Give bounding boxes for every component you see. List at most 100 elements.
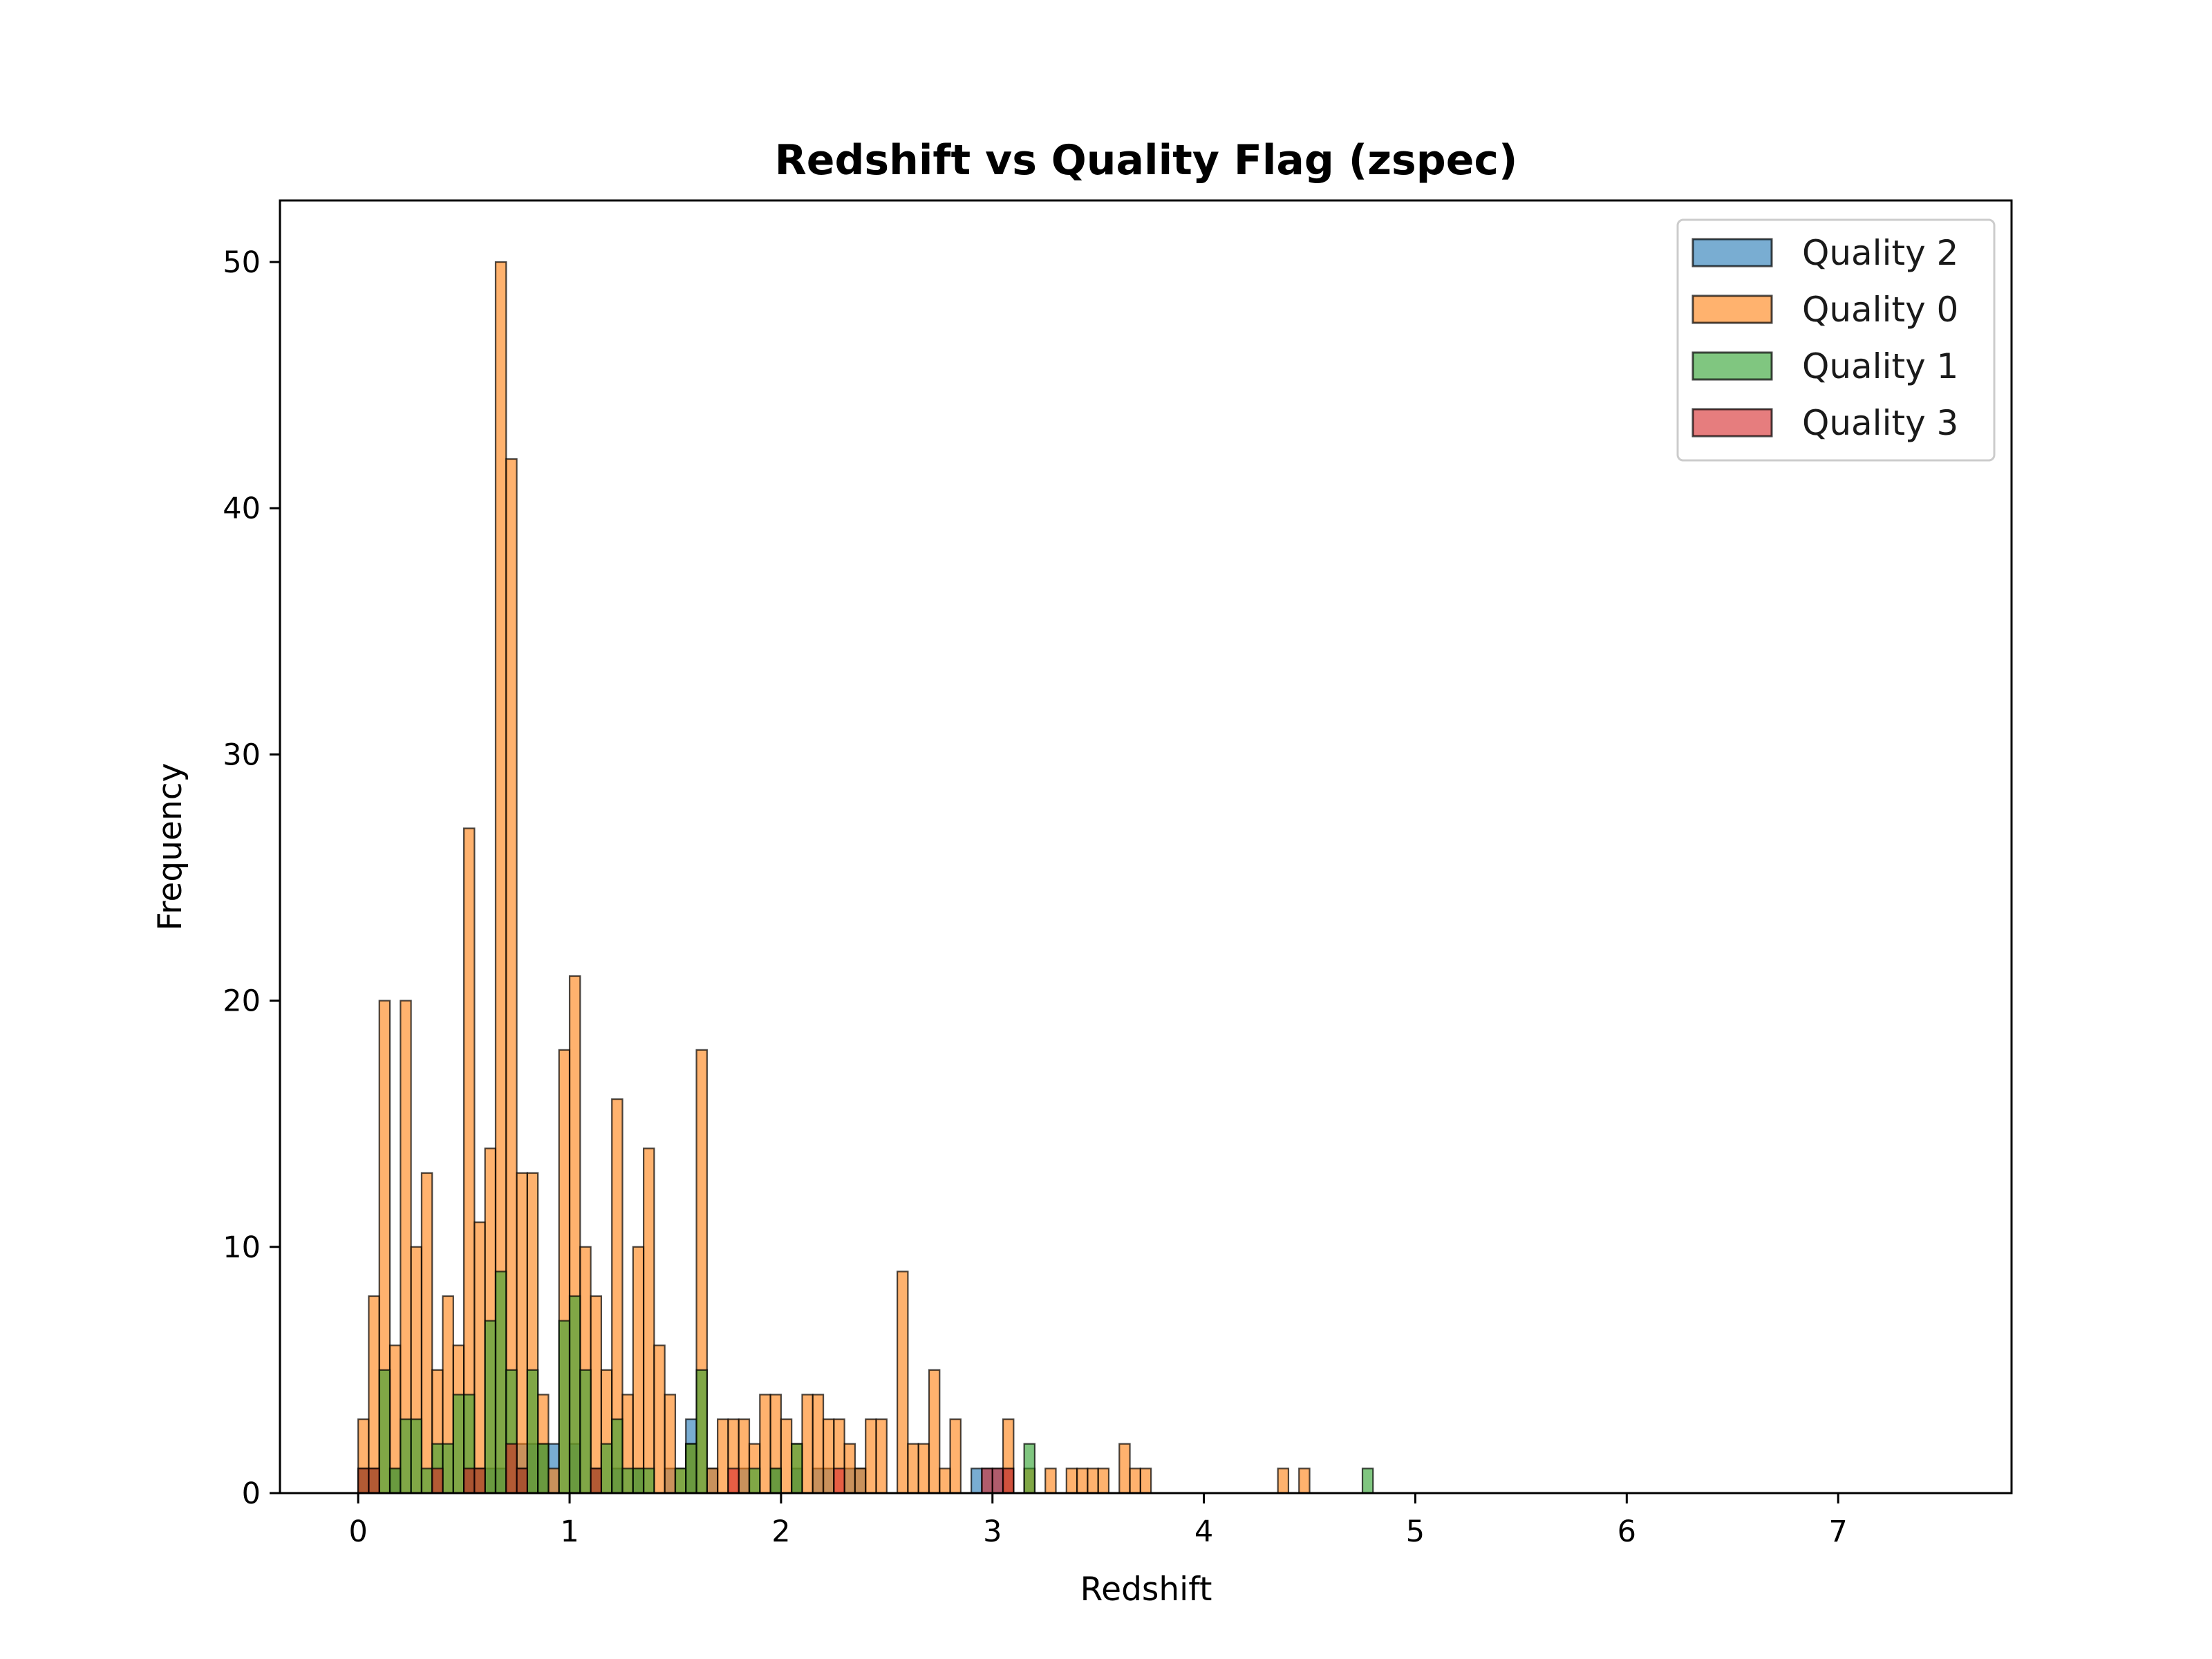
x-axis-label: Redshift [1080, 1571, 1212, 1609]
histogram-bar [875, 1418, 888, 1494]
x-tick-label: 4 [1194, 1515, 1213, 1549]
histogram-bar [611, 1418, 624, 1494]
histogram-bar [537, 1443, 550, 1494]
legend-item: Quality 1 [1691, 346, 1958, 386]
histogram-bar [505, 458, 518, 1494]
histogram-bar [833, 1468, 845, 1494]
y-axis-label: Frequency [151, 763, 189, 931]
histogram-bar [494, 1271, 507, 1494]
histogram-bar [505, 1443, 518, 1494]
histogram-bar [1097, 1468, 1110, 1494]
histogram-bar [590, 1295, 603, 1494]
histogram-bar [653, 1344, 666, 1494]
histogram-bar [452, 1394, 465, 1494]
histogram-bar [1129, 1468, 1141, 1494]
histogram-bar [928, 1369, 941, 1494]
histogram-bar [971, 1468, 983, 1494]
histogram-bar [780, 1418, 793, 1494]
plot-frame [279, 199, 2013, 1494]
histogram-bar [420, 1172, 433, 1494]
histogram-bar [388, 1468, 402, 1494]
histogram-bar [717, 1418, 729, 1494]
histogram-bar [642, 1147, 655, 1494]
histogram-bar [664, 1394, 677, 1494]
legend-label: Quality 1 [1802, 346, 1958, 386]
histogram-bar [632, 1468, 645, 1494]
legend-swatch [1691, 351, 1773, 381]
histogram-bar [431, 1468, 444, 1494]
legend-swatch [1691, 408, 1773, 438]
histogram-bar [484, 1320, 497, 1494]
histogram-bar [368, 1468, 380, 1494]
histogram-bar [939, 1468, 951, 1494]
histogram-bar [568, 1295, 581, 1494]
histogram-bar [1023, 1443, 1036, 1494]
histogram-bar [822, 1418, 835, 1494]
histogram-bar [590, 1468, 603, 1494]
histogram-bar [917, 1443, 930, 1494]
y-tick-label: 50 [223, 245, 261, 280]
histogram-bar [812, 1394, 825, 1494]
histogram-bar [462, 1468, 476, 1494]
histogram-bar [674, 1468, 687, 1494]
histogram-bar [1076, 1468, 1089, 1494]
legend-item: Quality 3 [1691, 403, 1958, 443]
histogram-bar [579, 1369, 592, 1494]
x-tick-label: 2 [771, 1515, 790, 1549]
histogram-bar [1139, 1468, 1152, 1494]
y-tick-label: 0 [242, 1477, 261, 1511]
histogram-bar [642, 1468, 655, 1494]
legend-item: Quality 2 [1691, 233, 1958, 273]
legend-label: Quality 0 [1802, 290, 1958, 330]
histogram-bar [547, 1468, 560, 1494]
histogram-bar [632, 1246, 645, 1494]
histogram-bar [558, 1320, 571, 1494]
histogram-bar [907, 1443, 919, 1494]
legend-box [1676, 218, 1996, 462]
histogram-bar [1361, 1468, 1374, 1494]
histogram-bar [1044, 1468, 1057, 1494]
histogram-bar [738, 1418, 751, 1494]
histogram-bar [769, 1468, 782, 1494]
histogram-bar [462, 827, 476, 1494]
histogram-bar [368, 1295, 380, 1494]
legend-item: Quality 0 [1691, 290, 1958, 330]
x-tick-label: 5 [1406, 1515, 1425, 1549]
histogram-bar [400, 1418, 412, 1494]
y-tick-label: 10 [223, 1230, 261, 1265]
y-tick-label: 20 [223, 984, 261, 1019]
histogram-bar [706, 1468, 719, 1494]
histogram-bar [865, 1418, 877, 1494]
histogram-bar [685, 1443, 697, 1494]
histogram-bar [991, 1468, 1004, 1494]
histogram-bar [1002, 1468, 1015, 1494]
histogram-bar [474, 1468, 486, 1494]
x-tick-label: 6 [1618, 1515, 1636, 1549]
y-axis: 0 10 20 30 40 50 [223, 245, 280, 1511]
histogram-bar [442, 1443, 454, 1494]
histogram-bar [474, 1221, 486, 1494]
x-tick-label: 1 [560, 1515, 579, 1549]
legend-label: Quality 3 [1802, 403, 1958, 443]
histogram-bar [695, 1369, 708, 1494]
histogram-bar [801, 1394, 814, 1494]
histogram-bar [516, 1468, 528, 1494]
x-tick-label: 7 [1829, 1515, 1848, 1549]
chart-title: Redshift vs Quality Flag (zspec) [775, 136, 1518, 185]
histogram-bar [843, 1443, 856, 1494]
histogram-bar [1065, 1468, 1078, 1494]
histogram-bar [1277, 1468, 1290, 1494]
y-tick-label: 40 [223, 491, 261, 526]
histogram-bar [727, 1468, 740, 1494]
histogram-bar [621, 1468, 634, 1494]
histogram-bar [949, 1418, 962, 1494]
histogram-bar [357, 1468, 370, 1494]
series-3-bars [357, 1271, 1374, 1494]
histogram-bar [378, 1369, 391, 1494]
histogram-bar [748, 1468, 761, 1494]
legend: Quality 2 Quality 0 Quality 1 Quality 3 [1676, 218, 1996, 462]
histogram-bar [410, 1418, 423, 1494]
histogram-bar [759, 1394, 771, 1494]
histogram-bar [1087, 1468, 1099, 1494]
histogram-bar [526, 1369, 539, 1494]
